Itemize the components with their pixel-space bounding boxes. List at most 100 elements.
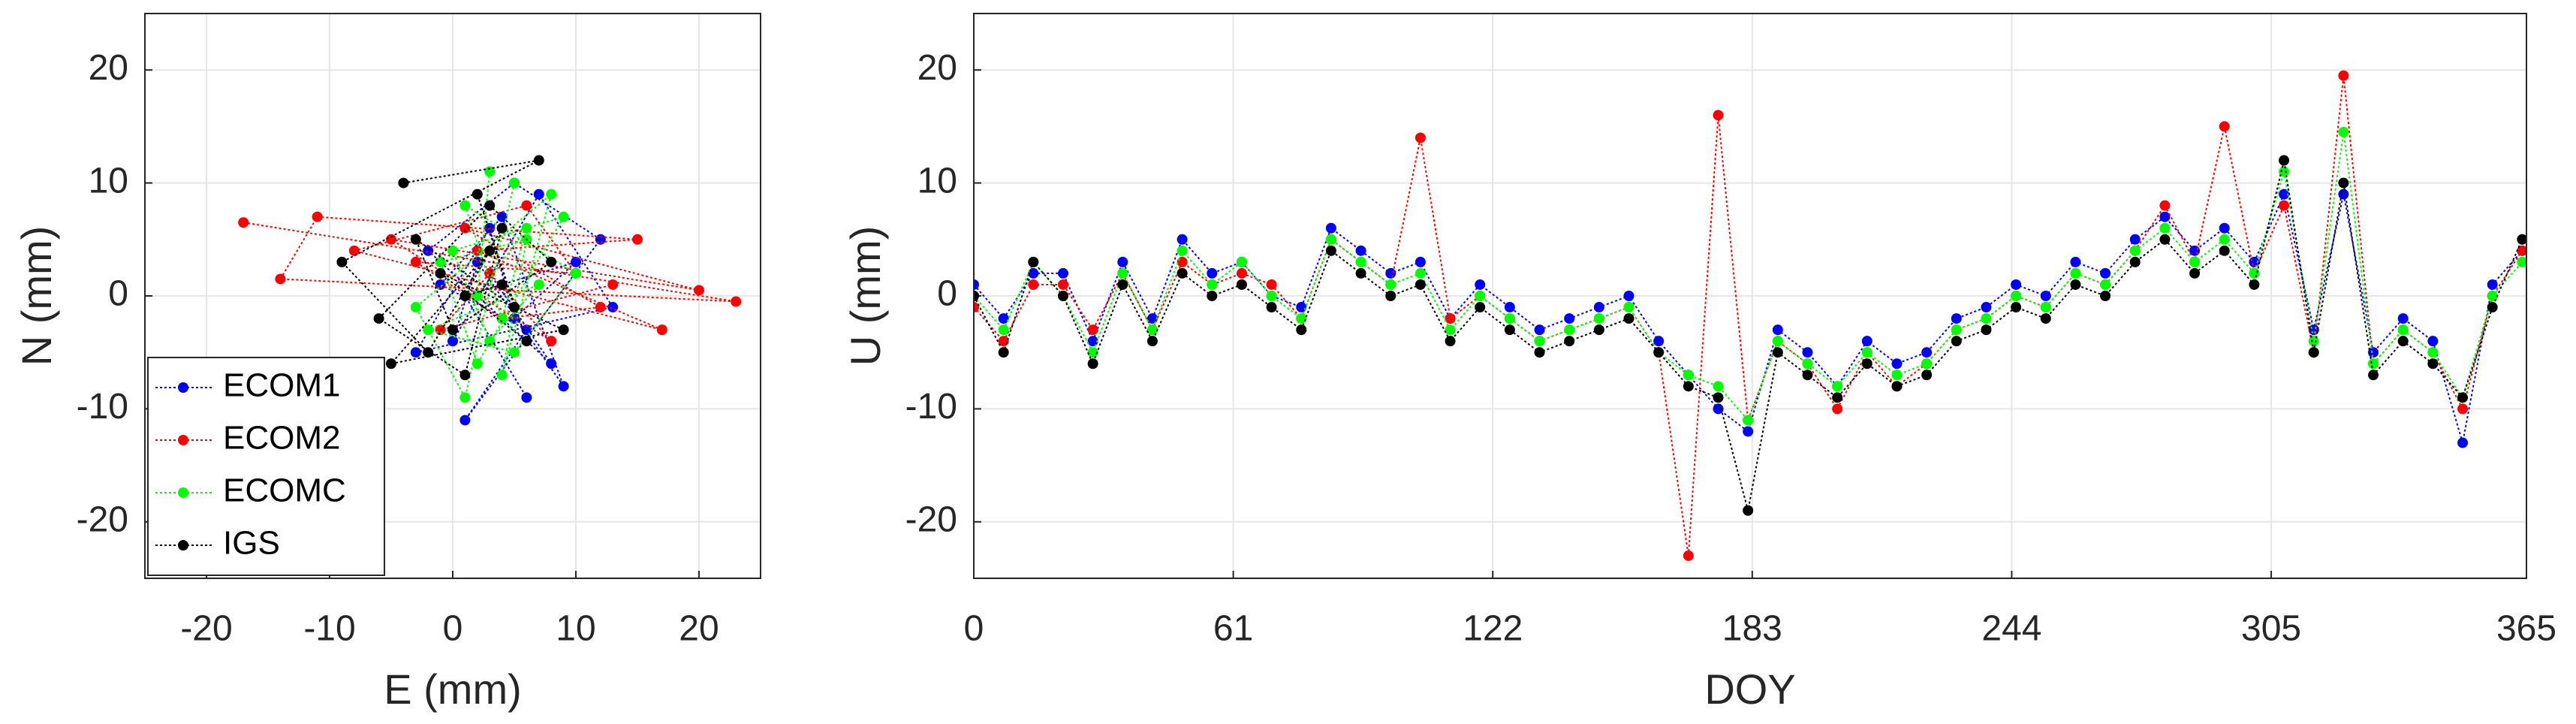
x-tick-label: -10	[303, 609, 355, 649]
data-point	[2338, 70, 2349, 81]
legend-marker	[178, 487, 188, 498]
x-tick-label: 20	[679, 609, 719, 649]
data-point	[2011, 302, 2022, 313]
data-point	[1921, 370, 1933, 381]
data-point	[1564, 324, 1575, 336]
data-point	[1236, 279, 1247, 290]
data-point	[2308, 336, 2319, 347]
data-point	[472, 189, 483, 200]
data-point	[1236, 267, 1247, 279]
data-point	[348, 245, 360, 256]
data-point	[1564, 313, 1575, 324]
data-point	[2487, 279, 2498, 290]
data-point	[1921, 358, 1933, 370]
data-point	[998, 324, 1009, 336]
data-point	[595, 234, 606, 245]
data-point	[1951, 336, 1962, 347]
data-point	[410, 347, 421, 358]
y-tick-label: 20	[89, 48, 128, 88]
data-point	[2427, 336, 2439, 347]
x-tick-label: 0	[443, 609, 463, 649]
data-point	[1087, 358, 1098, 370]
data-point	[2011, 279, 2022, 290]
data-point	[1028, 256, 1039, 267]
data-point	[1802, 358, 1813, 370]
data-point	[2040, 302, 2051, 313]
data-point	[1266, 279, 1277, 290]
data-point	[1713, 110, 1724, 121]
data-point	[2457, 403, 2469, 415]
data-point	[509, 302, 520, 313]
data-point	[1177, 245, 1188, 256]
data-point	[1475, 291, 1486, 301]
y-tick-label: 10	[89, 161, 128, 201]
data-point	[484, 200, 496, 211]
y-tick-label: 0	[937, 274, 957, 314]
data-point	[2427, 347, 2439, 358]
data-point	[2219, 121, 2230, 132]
data-point	[1743, 426, 1754, 437]
data-point	[1385, 279, 1396, 290]
data-point	[1504, 302, 1515, 313]
data-point	[2397, 313, 2409, 324]
data-point	[1325, 234, 1336, 245]
data-point	[533, 155, 544, 166]
data-point	[496, 370, 508, 381]
data-point	[2070, 279, 2081, 290]
data-point	[1504, 313, 1515, 324]
data-point	[2368, 370, 2379, 381]
data-point	[1236, 256, 1247, 267]
data-point	[1534, 324, 1545, 336]
y-tick-label: 0	[108, 274, 128, 314]
data-point	[1415, 267, 1426, 279]
x-tick-label: 244	[1981, 609, 2041, 649]
data-point	[2100, 267, 2111, 279]
data-point	[484, 336, 496, 347]
data-point	[694, 285, 704, 296]
plot-layer	[974, 70, 2526, 561]
legend-marker	[178, 435, 188, 445]
data-point	[2279, 189, 2290, 200]
data-point	[1891, 370, 1903, 381]
data-point	[1325, 222, 1336, 234]
data-point	[1653, 347, 1665, 358]
data-point	[1266, 302, 1277, 313]
data-point	[1057, 291, 1068, 301]
data-point	[533, 189, 544, 200]
data-point	[423, 324, 434, 336]
data-point	[2279, 200, 2290, 211]
data-point	[1207, 291, 1218, 301]
data-point	[1981, 313, 1992, 324]
data-point	[1713, 403, 1724, 415]
x-tick-label: 365	[2496, 609, 2556, 649]
data-point	[2308, 347, 2319, 358]
data-point	[1415, 256, 1426, 267]
data-point	[459, 415, 471, 426]
data-point	[2219, 222, 2230, 234]
data-point	[2279, 166, 2290, 177]
plot-layer	[238, 155, 742, 426]
data-point	[435, 279, 446, 290]
x-tick-label: 61	[1213, 609, 1253, 649]
data-point	[521, 222, 532, 234]
data-point	[1207, 267, 1218, 279]
data-point	[2011, 291, 2022, 301]
data-point	[484, 166, 496, 177]
data-point	[373, 313, 384, 324]
data-point	[2338, 189, 2349, 200]
data-point	[1087, 336, 1098, 347]
data-point	[410, 302, 421, 313]
data-point	[521, 336, 532, 347]
data-point	[1653, 336, 1665, 347]
data-point	[238, 217, 249, 228]
data-point	[1713, 392, 1724, 403]
data-point	[1534, 336, 1545, 347]
data-point	[1325, 245, 1336, 256]
data-point	[1146, 336, 1158, 347]
data-point	[2338, 126, 2349, 137]
data-point	[558, 381, 569, 392]
data-point	[509, 347, 520, 358]
axes-box	[973, 13, 2527, 579]
data-point	[484, 222, 496, 234]
